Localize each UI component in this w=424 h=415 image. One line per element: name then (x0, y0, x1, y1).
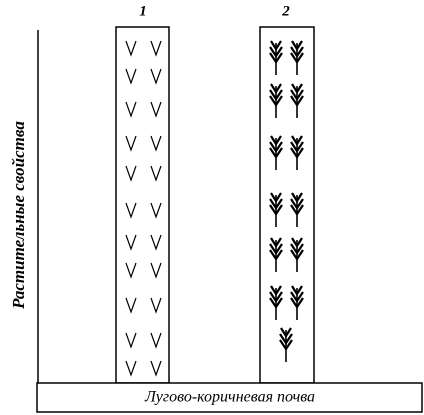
column-label: 2 (281, 3, 290, 19)
column-2 (259, 26, 315, 384)
axis-label: Растительные свойства (9, 121, 28, 310)
soil-label: Лугово-коричневая почва (144, 389, 315, 406)
column-label: 1 (139, 3, 147, 19)
soil-base (36, 382, 423, 413)
wheat-icons (268, 39, 305, 364)
v-marks (125, 40, 162, 376)
column-1 (115, 26, 170, 384)
